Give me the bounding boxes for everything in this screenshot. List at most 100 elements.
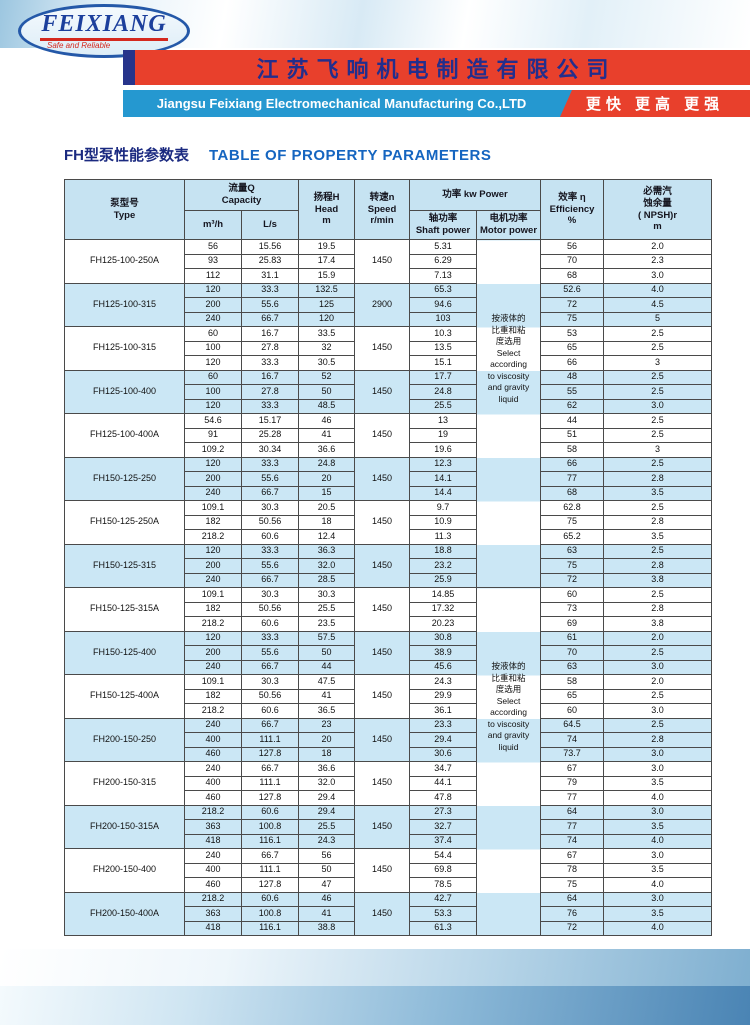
footer-decoration-band-1 [0,949,750,986]
npsh-cell: 2.5 [603,369,713,385]
shaft-power-cell: 30.8 [409,630,478,646]
head-cell: 28.5 [298,572,356,588]
capacity-ls-cell: 16.7 [240,369,300,385]
speed-cell: 1450 [354,500,411,545]
head-cell: 41 [298,906,356,922]
motor-power-note: 按液体的 比重和粘 度选用 Select according to viscos… [476,239,542,588]
capacity-ls-cell: 66.7 [240,848,300,864]
efficiency-cell: 65.2 [540,529,605,545]
efficiency-cell: 74 [540,732,605,748]
npsh-cell: 2.8 [603,514,713,530]
capacity-m3h-cell: 100 [184,340,242,356]
param-row: FH200-150-400A 218.2 60.6 46 1450 42.7 64 3.0 [64,891,713,936]
capacity-m3h-cell: 400 [184,775,242,791]
capacity-m3h-cell: 218.2 [184,616,242,632]
capacity-m3h-cell: 200 [184,297,242,313]
param-row: 418 116.1 24.3 37.4 74 4.0 [65,833,713,849]
pump-type-cell: FH125-100-315 [64,282,185,327]
npsh-cell: 4.0 [603,920,713,936]
param-row: 112 31.1 15.9 7.13 68 3.0 [65,268,713,284]
capacity-ls-cell: 33.3 [240,630,300,646]
shaft-power-cell: 9.7 [409,500,478,516]
param-row: 400 111.1 32.0 44.1 79 3.5 [65,775,713,791]
capacity-m3h-cell: 240 [184,717,242,733]
capacity-ls-cell: 60.6 [240,616,300,632]
npsh-cell: 3.5 [603,529,713,545]
capacity-m3h-cell: 400 [184,862,242,878]
head-cell: 52 [298,369,356,385]
shaft-power-cell: 19 [409,427,478,443]
efficiency-cell: 64.5 [540,717,605,733]
shaft-power-cell: 13 [409,413,478,429]
param-row: FH150-125-400 120 33.3 57.5 1450 30.8 61 2.0 [64,630,713,675]
param-row: 120 33.3 48.5 25.5 62 3.0 [65,398,713,414]
capacity-m3h-cell: 218.2 [184,891,242,907]
capacity-ls-cell: 60.6 [240,529,300,545]
efficiency-cell: 58 [540,674,605,690]
efficiency-cell: 44 [540,413,605,429]
title-en: TABLE OF PROPERTY PARAMETERS [209,147,492,164]
npsh-cell: 3.0 [603,761,713,777]
shaft-power-cell: 25.5 [409,398,478,414]
col-header-npsh: 必需汽 蚀余量 ( NPSH)r m [603,179,713,240]
param-row: 100 27.8 50 24.8 55 2.5 [65,384,713,400]
capacity-m3h-cell: 93 [184,253,242,269]
efficiency-cell: 55 [540,384,605,400]
efficiency-cell: 66 [540,456,605,472]
efficiency-cell: 61 [540,630,605,646]
capacity-m3h-cell: 460 [184,746,242,762]
motor-power-note: 按液体的 比重和粘 度选用 Select according to viscos… [476,587,542,936]
capacity-ls-cell: 55.6 [240,471,300,487]
npsh-cell: 2.5 [603,340,713,356]
shaft-power-cell: 38.9 [409,645,478,661]
head-cell: 20.5 [298,500,356,516]
capacity-ls-cell: 66.7 [240,761,300,777]
capacity-m3h-cell: 60 [184,326,242,342]
param-row: FH150-125-315A 109.1 30.3 30.3 1450 14.85 按液体的… [64,587,713,936]
capacity-m3h-cell: 109.2 [184,442,242,458]
npsh-cell: 4.0 [603,282,713,298]
speed-cell: 1450 [354,848,411,893]
npsh-cell: 3.5 [603,862,713,878]
shaft-power-cell: 29.9 [409,688,478,704]
param-row: FH200-150-250 240 66.7 23 1450 23.3 64.5 2.5 [64,717,713,762]
npsh-cell: 2.5 [603,587,713,603]
npsh-cell: 3.0 [603,398,713,414]
param-row: 418 116.1 38.8 61.3 72 4.0 [65,920,713,936]
efficiency-cell: 77 [540,790,605,806]
shaft-power-cell: 11.3 [409,529,478,545]
param-row: FH150-125-250A 109.1 30.3 20.5 1450 9.7 62.8 2.… [64,500,713,545]
npsh-cell: 2.5 [603,688,713,704]
head-cell: 24.3 [298,833,356,849]
capacity-ls-cell: 100.8 [240,906,300,922]
param-row: 240 66.7 44 45.6 63 3.0 [65,659,713,675]
pump-type-cell: FH150-125-250A [64,500,185,545]
head-cell: 36.6 [298,761,356,777]
efficiency-cell: 69 [540,616,605,632]
capacity-ls-cell: 15.56 [240,239,300,255]
param-row: FH150-125-400A 109.1 30.3 47.5 1450 24.3 58 2.0 [64,674,713,719]
pump-type-cell: FH200-150-250 [64,717,185,762]
capacity-ls-cell: 127.8 [240,790,300,806]
capacity-ls-cell: 33.3 [240,355,300,371]
npsh-cell: 4.0 [603,877,713,893]
shaft-power-cell: 27.3 [409,804,478,820]
head-cell: 20 [298,732,356,748]
head-cell: 132.5 [298,282,356,298]
efficiency-cell: 68 [540,485,605,501]
shaft-power-cell: 94.6 [409,297,478,313]
capacity-m3h-cell: 460 [184,877,242,893]
head-cell: 33.5 [298,326,356,342]
capacity-ls-cell: 127.8 [240,877,300,893]
capacity-ls-cell: 50.56 [240,601,300,617]
pump-type-cell: FH150-125-315A [64,587,185,632]
npsh-cell: 2.5 [603,500,713,516]
shaft-power-cell: 78.5 [409,877,478,893]
capacity-ls-cell: 30.3 [240,587,300,603]
npsh-cell: 2.5 [603,427,713,443]
capacity-ls-cell: 33.3 [240,456,300,472]
efficiency-cell: 75 [540,311,605,327]
efficiency-cell: 62 [540,398,605,414]
efficiency-cell: 68 [540,268,605,284]
col-header-m3h: m³/h [184,210,242,240]
